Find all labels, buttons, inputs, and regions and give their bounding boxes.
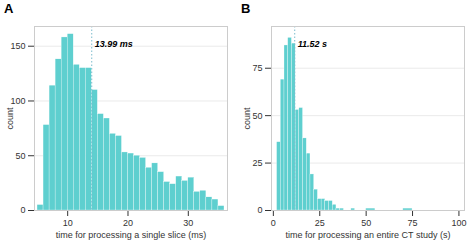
svg-text:50: 50 <box>361 218 371 228</box>
svg-text:75: 75 <box>252 63 262 73</box>
svg-text:0: 0 <box>20 205 25 215</box>
svg-text:25: 25 <box>315 218 325 228</box>
svg-text:count: count <box>5 107 15 130</box>
svg-text:13.99 ms: 13.99 ms <box>95 39 133 49</box>
svg-text:10: 10 <box>63 218 73 228</box>
svg-text:30: 30 <box>183 218 193 228</box>
svg-text:time for processing a single s: time for processing a single slice (ms) <box>56 230 207 240</box>
svg-text:0: 0 <box>257 205 262 215</box>
html-text:B: B <box>241 1 251 16</box>
svg-text:11.52 s: 11.52 s <box>298 39 327 49</box>
svg-text:50: 50 <box>252 111 262 121</box>
svg-text:20: 20 <box>123 218 133 228</box>
svg-text:count: count <box>242 107 252 130</box>
svg-text:75: 75 <box>408 218 418 228</box>
svg-text:0: 0 <box>271 218 276 228</box>
svg-text:100: 100 <box>10 96 25 106</box>
svg-text:150: 150 <box>10 41 25 51</box>
html-text:A: A <box>4 1 14 16</box>
svg-text:time for processing an entire: time for processing an entire CT study (… <box>286 230 451 240</box>
svg-text:50: 50 <box>15 151 25 161</box>
svg-text:100: 100 <box>451 218 466 228</box>
svg-text:25: 25 <box>252 158 262 168</box>
